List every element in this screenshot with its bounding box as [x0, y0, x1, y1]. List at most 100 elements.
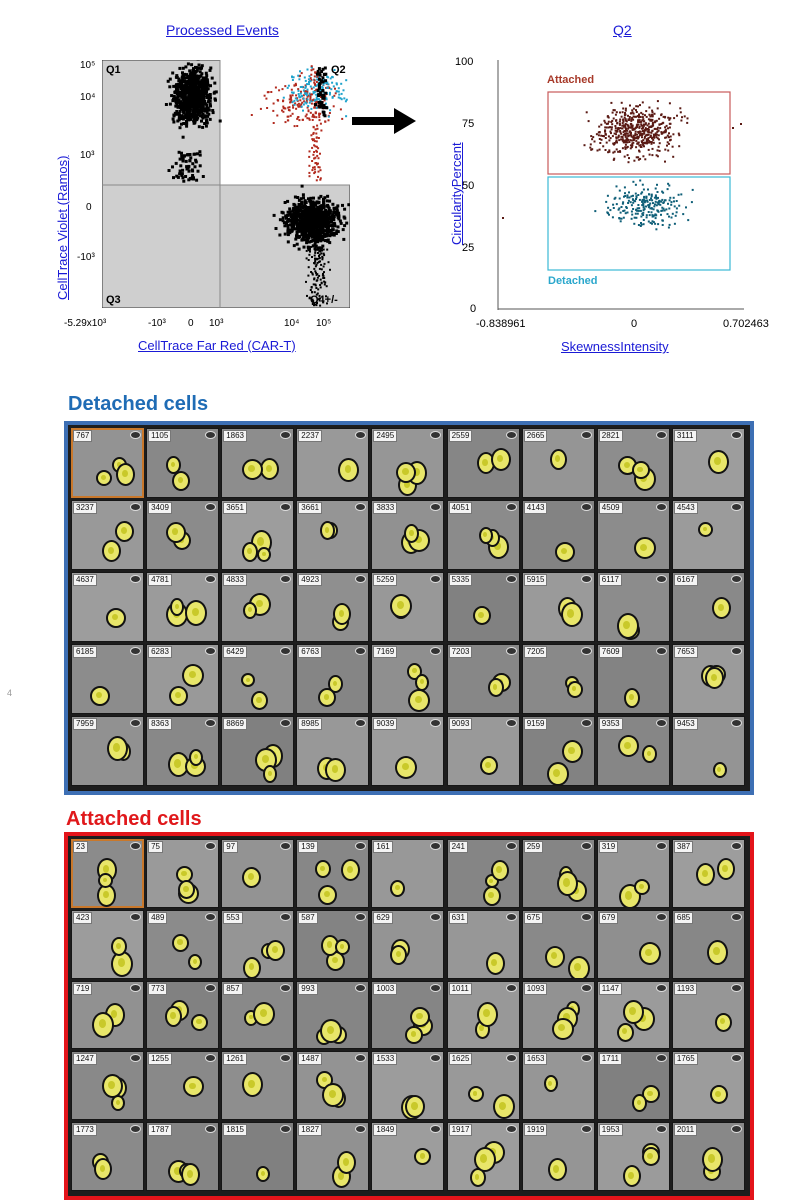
cell-image-tile[interactable]: 679: [596, 909, 670, 979]
cell-image-tile[interactable]: 587: [296, 909, 370, 979]
eye-icon[interactable]: [205, 719, 217, 727]
cell-image-tile[interactable]: 6167: [671, 572, 745, 642]
cell-image-tile[interactable]: 2011: [671, 1122, 745, 1191]
eye-icon[interactable]: [205, 431, 217, 439]
cell-image-tile[interactable]: 1815: [221, 1122, 295, 1191]
eye-icon[interactable]: [580, 431, 592, 439]
eye-icon[interactable]: [580, 503, 592, 511]
eye-icon[interactable]: [280, 842, 292, 850]
eye-icon[interactable]: [205, 842, 217, 850]
eye-icon[interactable]: [280, 503, 292, 511]
cell-image-tile[interactable]: 2665: [521, 428, 595, 498]
cell-image-tile[interactable]: 675: [521, 909, 595, 979]
eye-icon[interactable]: [130, 575, 142, 583]
eye-icon[interactable]: [655, 719, 667, 727]
cell-image-tile[interactable]: 423: [71, 909, 145, 979]
cell-image-tile[interactable]: 9353: [596, 716, 670, 786]
cell-image-tile[interactable]: 1003: [371, 980, 445, 1050]
eye-icon[interactable]: [130, 431, 142, 439]
cell-image-tile[interactable]: 7205: [521, 644, 595, 714]
cell-image-tile[interactable]: 3111: [671, 428, 745, 498]
eye-icon[interactable]: [355, 503, 367, 511]
eye-icon[interactable]: [280, 983, 292, 992]
cell-image-tile[interactable]: 7959: [71, 716, 145, 786]
cell-image-tile[interactable]: 4637: [71, 572, 145, 642]
cell-image-tile[interactable]: 3651: [221, 500, 295, 570]
eye-icon[interactable]: [280, 719, 292, 727]
cell-image-tile[interactable]: 6185: [71, 644, 145, 714]
eye-icon[interactable]: [655, 647, 667, 655]
cell-image-tile[interactable]: 6117: [596, 572, 670, 642]
eye-icon[interactable]: [355, 1054, 367, 1063]
cell-image-tile[interactable]: 1953: [596, 1122, 670, 1191]
eye-icon[interactable]: [580, 575, 592, 583]
cell-image-tile[interactable]: 1011: [446, 980, 520, 1050]
eye-icon[interactable]: [655, 912, 667, 921]
eye-icon[interactable]: [280, 1054, 292, 1063]
cell-image-tile[interactable]: 8869: [221, 716, 295, 786]
cell-image-tile[interactable]: 1827: [296, 1122, 370, 1191]
cell-image-tile[interactable]: 553: [221, 909, 295, 979]
eye-icon[interactable]: [730, 719, 742, 727]
cell-image-tile[interactable]: 161: [371, 839, 445, 908]
eye-icon[interactable]: [655, 1125, 667, 1134]
eye-icon[interactable]: [355, 431, 367, 439]
cell-image-tile[interactable]: 319: [596, 839, 670, 908]
cell-image-tile[interactable]: 4781: [146, 572, 220, 642]
cell-image-tile[interactable]: 3661: [296, 500, 370, 570]
y-axis-label-circularity[interactable]: CircularityPercent: [449, 142, 464, 245]
cell-image-tile[interactable]: 1533: [371, 1051, 445, 1121]
y-axis-label-celltrace-violet[interactable]: CellTrace Violet (Ramos): [55, 155, 70, 301]
cell-image-tile[interactable]: 7609: [596, 644, 670, 714]
cell-image-tile[interactable]: 4051: [446, 500, 520, 570]
cell-image-tile[interactable]: 7169: [371, 644, 445, 714]
eye-icon[interactable]: [505, 647, 517, 655]
cell-image-tile[interactable]: 1193: [671, 980, 745, 1050]
cell-image-tile[interactable]: 6283: [146, 644, 220, 714]
eye-icon[interactable]: [130, 983, 142, 992]
eye-icon[interactable]: [655, 575, 667, 583]
cell-image-tile[interactable]: 9453: [671, 716, 745, 786]
eye-icon[interactable]: [130, 1054, 142, 1063]
cell-image-tile[interactable]: 1247: [71, 1051, 145, 1121]
x-axis-label-celltrace-far-red[interactable]: CellTrace Far Red (CAR-T): [138, 338, 296, 353]
eye-icon[interactable]: [280, 431, 292, 439]
eye-icon[interactable]: [505, 842, 517, 850]
eye-icon[interactable]: [280, 1125, 292, 1134]
eye-icon[interactable]: [580, 647, 592, 655]
eye-icon[interactable]: [580, 1125, 592, 1134]
eye-icon[interactable]: [130, 503, 142, 511]
right-scatter-plot[interactable]: [496, 60, 744, 310]
cell-image-tile[interactable]: 1255: [146, 1051, 220, 1121]
eye-icon[interactable]: [505, 719, 517, 727]
cell-image-tile[interactable]: 5915: [521, 572, 595, 642]
eye-icon[interactable]: [355, 912, 367, 921]
eye-icon[interactable]: [430, 983, 442, 992]
cell-image-tile[interactable]: 489: [146, 909, 220, 979]
cell-image-tile[interactable]: 23: [71, 839, 145, 908]
cell-image-tile[interactable]: 6429: [221, 644, 295, 714]
cell-image-tile[interactable]: 1147: [596, 980, 670, 1050]
cell-image-tile[interactable]: 97: [221, 839, 295, 908]
eye-icon[interactable]: [730, 575, 742, 583]
eye-icon[interactable]: [430, 1054, 442, 1063]
cell-image-tile[interactable]: 5259: [371, 572, 445, 642]
eye-icon[interactable]: [430, 503, 442, 511]
plot-title-q2[interactable]: Q2: [613, 22, 632, 38]
eye-icon[interactable]: [430, 842, 442, 850]
eye-icon[interactable]: [130, 842, 142, 850]
eye-icon[interactable]: [355, 983, 367, 992]
eye-icon[interactable]: [580, 719, 592, 727]
cell-image-tile[interactable]: 4143: [521, 500, 595, 570]
cell-image-tile[interactable]: 387: [671, 839, 745, 908]
eye-icon[interactable]: [130, 912, 142, 921]
eye-icon[interactable]: [730, 1054, 742, 1063]
eye-icon[interactable]: [730, 1125, 742, 1134]
cell-image-tile[interactable]: 2237: [296, 428, 370, 498]
eye-icon[interactable]: [205, 1054, 217, 1063]
cell-image-tile[interactable]: 1765: [671, 1051, 745, 1121]
eye-icon[interactable]: [505, 1054, 517, 1063]
eye-icon[interactable]: [430, 1125, 442, 1134]
eye-icon[interactable]: [730, 647, 742, 655]
eye-icon[interactable]: [730, 912, 742, 921]
